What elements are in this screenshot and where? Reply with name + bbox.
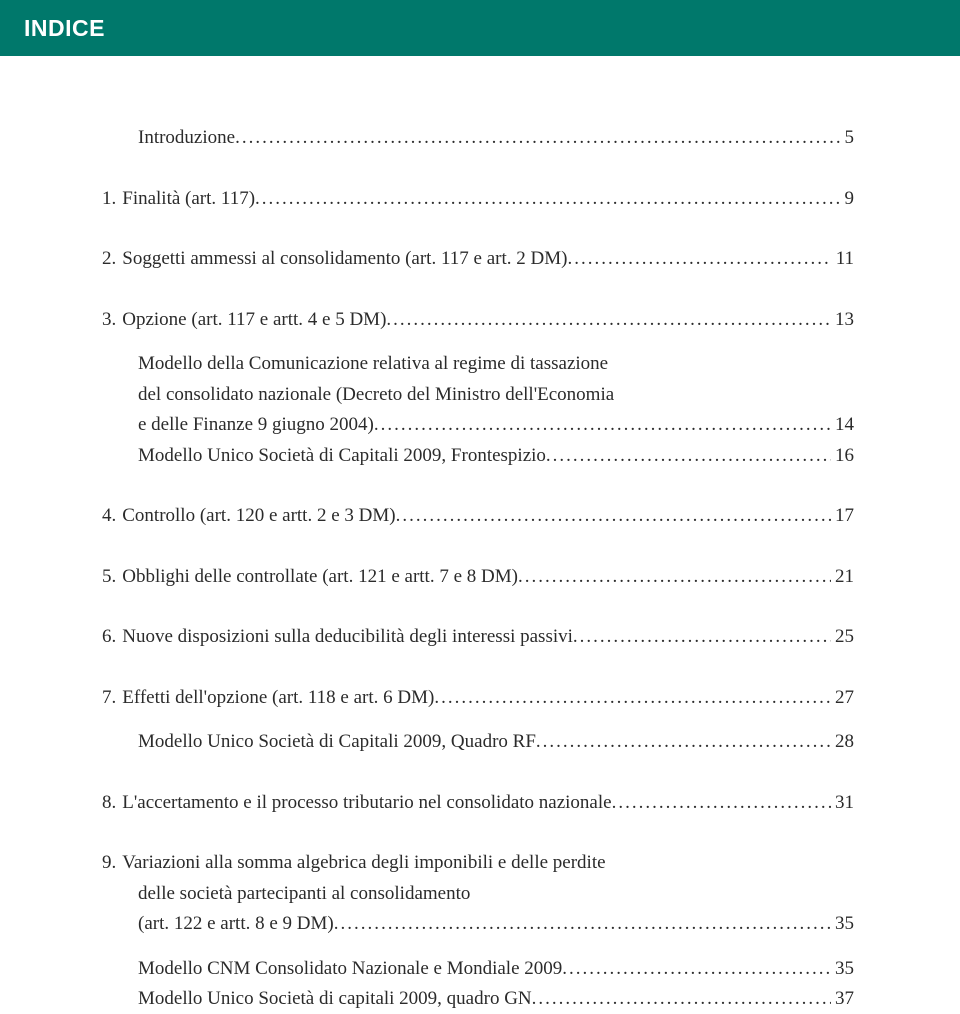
- toc-item-8: 8. L'accertamento e il processo tributar…: [102, 789, 854, 818]
- toc-page: 9: [841, 185, 855, 214]
- toc-item-2: 2. Soggetti ammessi al consolidamento (a…: [102, 245, 854, 274]
- toc-item-6: 6. Nuove disposizioni sulla deducibilità…: [102, 623, 854, 652]
- toc-label: (art. 122 e artt. 8 e 9 DM): [138, 910, 334, 939]
- toc-label: Obblighi delle controllate (art. 121 e a…: [122, 563, 518, 592]
- toc-dots: [532, 985, 831, 1004]
- toc-item-9c: (art. 122 e artt. 8 e 9 DM) 35: [138, 910, 854, 939]
- toc-label: Finalità (art. 117): [122, 185, 255, 214]
- toc-item-9a: 9. Variazioni alla somma algebrica degli…: [102, 849, 854, 878]
- toc-item-7: 7. Effetti dell'opzione (art. 118 e art.…: [102, 684, 854, 713]
- toc-page: 5: [841, 124, 855, 153]
- toc-dots: [546, 442, 831, 461]
- toc-sub-3-1b: del consolidato nazionale (Decreto del M…: [138, 381, 854, 410]
- toc-page: 13: [831, 306, 854, 335]
- header-band: INDICE: [0, 0, 960, 56]
- toc-content: Introduzione 5 1. Finalità (art. 117) 9 …: [0, 56, 960, 1014]
- toc-label: del consolidato nazionale (Decreto del M…: [138, 381, 614, 410]
- toc-dots: [235, 124, 840, 143]
- toc-label: delle società partecipanti al consolidam…: [138, 880, 470, 909]
- toc-dots: [396, 502, 831, 521]
- toc-label: Modello Unico Società di Capitali 2009, …: [138, 442, 546, 471]
- toc-num: 5.: [102, 563, 122, 592]
- toc-sub-7-1: Modello Unico Società di Capitali 2009, …: [138, 728, 854, 757]
- toc-num: 9.: [102, 849, 122, 878]
- toc-intro: Introduzione 5: [138, 124, 854, 153]
- toc-num: 7.: [102, 684, 122, 713]
- toc-page: 37: [831, 985, 854, 1014]
- page-title: INDICE: [24, 15, 105, 42]
- toc-page: 28: [831, 728, 854, 757]
- toc-page: 11: [832, 245, 854, 274]
- toc-item-4: 4. Controllo (art. 120 e artt. 2 e 3 DM)…: [102, 502, 854, 531]
- toc-num: 6.: [102, 623, 122, 652]
- toc-page: 14: [831, 411, 854, 440]
- toc-item-1: 1. Finalità (art. 117) 9: [102, 185, 854, 214]
- toc-label: Soggetti ammessi al consolidamento (art.…: [122, 245, 567, 274]
- toc-num: 3.: [102, 306, 122, 335]
- toc-sub-3-2: Modello Unico Società di Capitali 2009, …: [138, 442, 854, 471]
- toc-label: Modello della Comunicazione relativa al …: [138, 350, 608, 379]
- toc-label: L'accertamento e il processo tributario …: [122, 789, 611, 818]
- toc-dots: [255, 185, 840, 204]
- toc-item-9b: delle società partecipanti al consolidam…: [138, 880, 854, 909]
- toc-label: Modello Unico Società di capitali 2009, …: [138, 985, 532, 1014]
- toc-dots: [573, 623, 831, 642]
- toc-dots: [536, 728, 831, 747]
- toc-sub-9-2: Modello Unico Società di capitali 2009, …: [138, 985, 854, 1014]
- toc-item-5: 5. Obblighi delle controllate (art. 121 …: [102, 563, 854, 592]
- toc-page: 25: [831, 623, 854, 652]
- toc-dots: [334, 910, 831, 929]
- toc-num: 1.: [102, 185, 122, 214]
- toc-page: 31: [831, 789, 854, 818]
- toc-dots: [567, 245, 831, 264]
- toc-page: 35: [831, 955, 854, 984]
- toc-item-3: 3. Opzione (art. 117 e artt. 4 e 5 DM) 1…: [102, 306, 854, 335]
- toc-page: 16: [831, 442, 854, 471]
- toc-sub-9-1: Modello CNM Consolidato Nazionale e Mond…: [138, 955, 854, 984]
- toc-page: 21: [831, 563, 854, 592]
- toc-dots: [374, 411, 831, 430]
- toc-dots: [434, 684, 831, 703]
- toc-label: Opzione (art. 117 e artt. 4 e 5 DM): [122, 306, 386, 335]
- toc-label: e delle Finanze 9 giugno 2004): [138, 411, 374, 440]
- toc-label: Modello Unico Società di Capitali 2009, …: [138, 728, 536, 757]
- toc-label: Controllo (art. 120 e artt. 2 e 3 DM): [122, 502, 395, 531]
- toc-dots: [612, 789, 831, 808]
- toc-dots: [386, 306, 831, 325]
- toc-page: 17: [831, 502, 854, 531]
- toc-page: 27: [831, 684, 854, 713]
- toc-num: 4.: [102, 502, 122, 531]
- toc-dots: [562, 955, 831, 974]
- toc-num: 8.: [102, 789, 122, 818]
- toc-label: Effetti dell'opzione (art. 118 e art. 6 …: [122, 684, 434, 713]
- toc-label: Introduzione: [138, 124, 235, 153]
- toc-label: Modello CNM Consolidato Nazionale e Mond…: [138, 955, 562, 984]
- toc-sub-3-1a: Modello della Comunicazione relativa al …: [138, 350, 854, 379]
- toc-num: 2.: [102, 245, 122, 274]
- toc-label: Nuove disposizioni sulla deducibilità de…: [122, 623, 573, 652]
- toc-label: Variazioni alla somma algebrica degli im…: [122, 849, 605, 878]
- toc-dots: [518, 563, 831, 582]
- toc-page: 35: [831, 910, 854, 939]
- toc-sub-3-1c: e delle Finanze 9 giugno 2004) 14: [138, 411, 854, 440]
